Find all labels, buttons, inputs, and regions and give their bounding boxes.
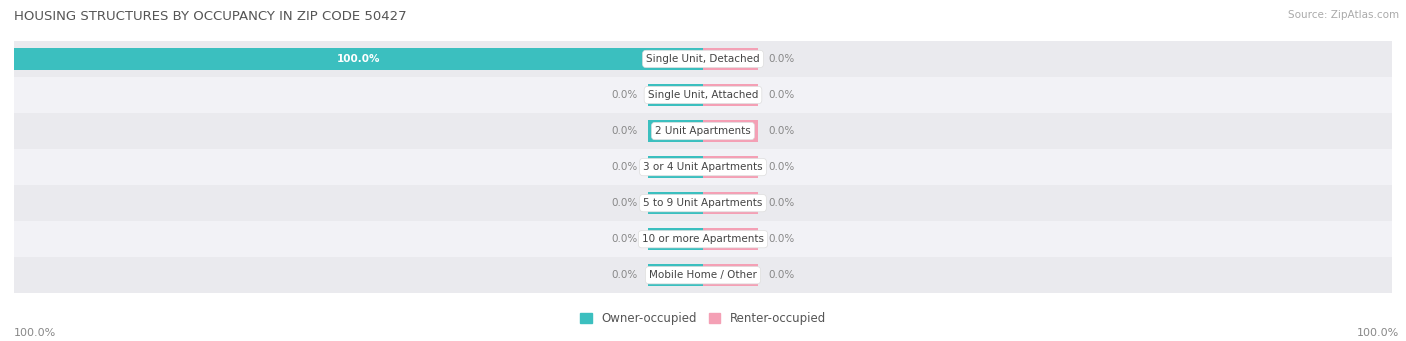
Text: Single Unit, Attached: Single Unit, Attached (648, 90, 758, 100)
Text: 0.0%: 0.0% (612, 234, 637, 244)
Bar (648, 264, 703, 286)
Bar (14, 48, 703, 70)
Text: 0.0%: 0.0% (612, 162, 637, 172)
Text: 0.0%: 0.0% (769, 90, 794, 100)
Bar (703, 264, 758, 286)
Bar (648, 192, 703, 214)
Bar (703, 192, 758, 214)
Bar (14, 221, 1392, 257)
Text: 0.0%: 0.0% (769, 270, 794, 280)
Bar (648, 84, 703, 106)
Bar (14, 41, 1392, 77)
Text: HOUSING STRUCTURES BY OCCUPANCY IN ZIP CODE 50427: HOUSING STRUCTURES BY OCCUPANCY IN ZIP C… (14, 10, 406, 23)
Text: 0.0%: 0.0% (612, 270, 637, 280)
Text: 0.0%: 0.0% (612, 126, 637, 136)
Bar (648, 156, 703, 178)
Text: 2 Unit Apartments: 2 Unit Apartments (655, 126, 751, 136)
Text: Mobile Home / Other: Mobile Home / Other (650, 270, 756, 280)
Bar (703, 120, 758, 142)
Text: 0.0%: 0.0% (612, 90, 637, 100)
Text: 0.0%: 0.0% (769, 126, 794, 136)
Bar (703, 156, 758, 178)
Bar (14, 257, 1392, 293)
Text: 5 to 9 Unit Apartments: 5 to 9 Unit Apartments (644, 198, 762, 208)
Text: 100.0%: 100.0% (1357, 328, 1399, 338)
Bar (703, 84, 758, 106)
Text: 0.0%: 0.0% (769, 198, 794, 208)
Bar (14, 77, 1392, 113)
Text: 0.0%: 0.0% (769, 234, 794, 244)
Bar (648, 228, 703, 250)
Bar (14, 185, 1392, 221)
Text: Source: ZipAtlas.com: Source: ZipAtlas.com (1288, 10, 1399, 20)
Text: 100.0%: 100.0% (14, 328, 56, 338)
Text: 100.0%: 100.0% (337, 54, 380, 64)
Text: 0.0%: 0.0% (769, 54, 794, 64)
Text: 0.0%: 0.0% (612, 198, 637, 208)
Bar (14, 113, 1392, 149)
Bar (648, 120, 703, 142)
Bar (703, 48, 758, 70)
Text: 3 or 4 Unit Apartments: 3 or 4 Unit Apartments (643, 162, 763, 172)
Legend: Owner-occupied, Renter-occupied: Owner-occupied, Renter-occupied (579, 312, 827, 325)
Text: Single Unit, Detached: Single Unit, Detached (647, 54, 759, 64)
Bar (14, 149, 1392, 185)
Bar (703, 228, 758, 250)
Text: 0.0%: 0.0% (769, 162, 794, 172)
Text: 10 or more Apartments: 10 or more Apartments (643, 234, 763, 244)
